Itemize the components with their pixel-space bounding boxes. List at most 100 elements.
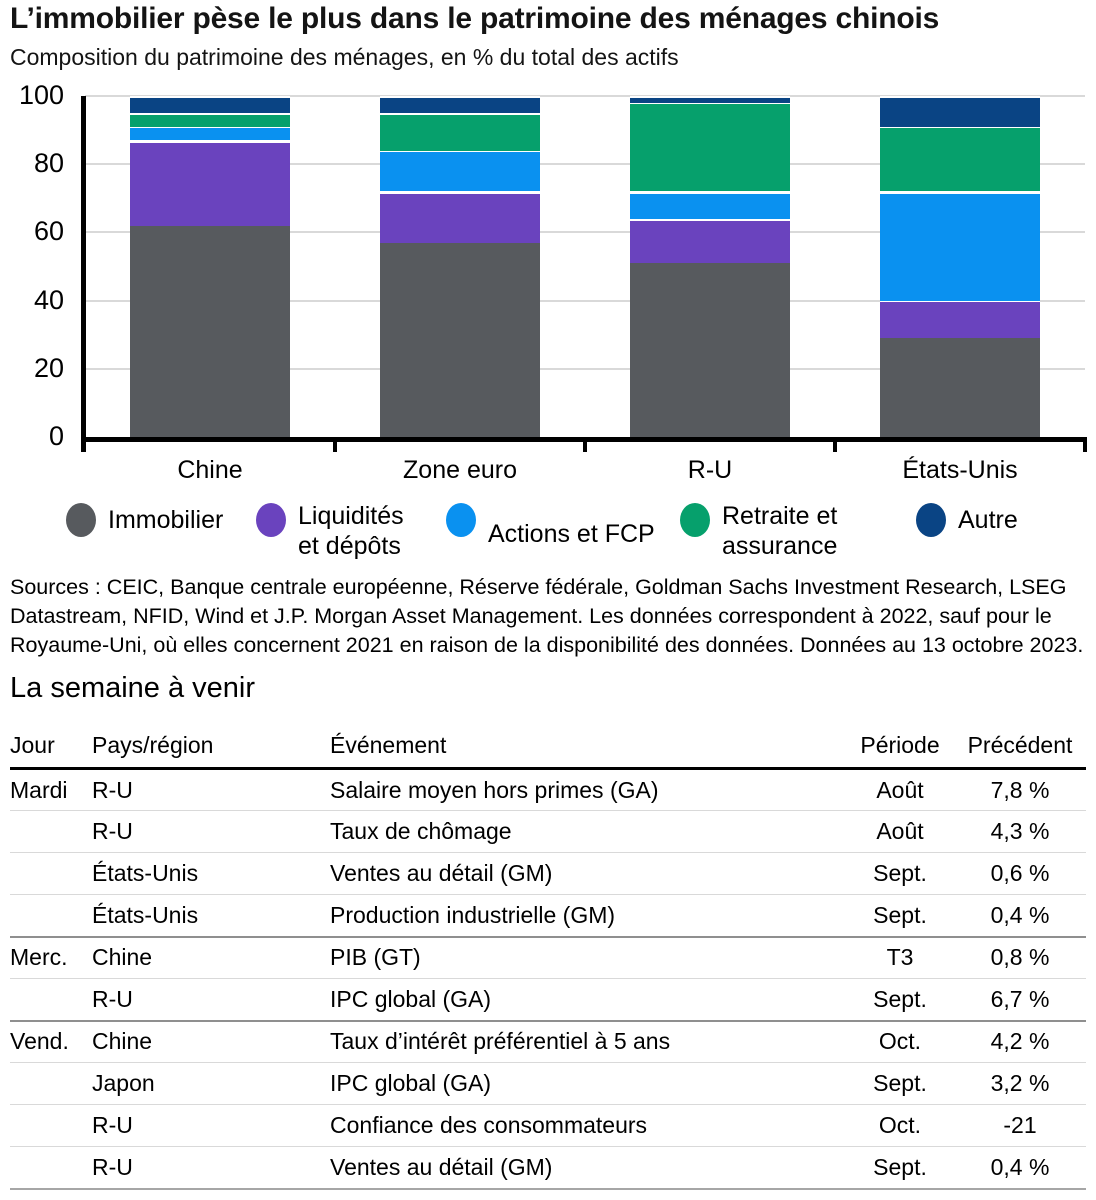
calendar-cell-periode: Sept. <box>846 1062 954 1105</box>
bar-segment-Chine-Retraite et assurance <box>130 113 290 127</box>
page-title: L’immobilier pèse le plus dans le patrim… <box>10 2 940 35</box>
calendar-table: Jour Pays/région Événement Période Précédent… <box>10 728 1086 1190</box>
calendar-cell-pays: R-U <box>92 978 330 1021</box>
calendar-cell-evenement: Taux d’intérêt préférentiel à 5 ans <box>330 1019 846 1063</box>
calendar-row: Japon IPC global (GA) Sept. 3,2 % <box>10 1062 1086 1105</box>
calendar-cell-pays: R-U <box>92 810 330 853</box>
gridline <box>85 231 1085 234</box>
calendar-cell-evenement: Ventes au détail (GM) <box>330 852 846 895</box>
bar-segment-États-Unis-Retraite et assurance <box>880 126 1040 191</box>
calendar-cell-precedent: 7,8 % <box>990 776 1050 803</box>
legend-swatch-icon <box>680 503 710 537</box>
bar-segment-Zone euro-Actions et FCP <box>380 150 540 191</box>
calendar-cell-precedent: 4,3 % <box>954 810 1086 853</box>
calendar-cell-evenement: Salaire moyen hors primes (GA) <box>330 776 659 803</box>
calendar-cell-evenement: Confiance des consommateurs <box>330 1104 846 1147</box>
calendar-cell-periode: Oct. <box>846 1104 954 1147</box>
legend-item-4: Retraite et assurance <box>680 502 858 561</box>
legend-swatch-icon <box>446 503 476 537</box>
calendar-cell-pays: R-U <box>92 1146 330 1190</box>
x-axis-tick <box>833 437 837 452</box>
bar-segment-États-Unis-Liquidités et dépôts <box>880 300 1040 338</box>
legend-label: Autre <box>958 506 1018 534</box>
calendar-cell-jour: Mardi <box>10 776 68 803</box>
calendar-cell-periode: Oct. <box>846 1019 954 1063</box>
calendar-row: Vend. Chine Taux d’intérêt préférentiel à … <box>10 1019 1086 1063</box>
calendar-cell-precedent: 6,7 % <box>954 978 1086 1021</box>
calendar-cell-periode: Août <box>846 810 954 853</box>
bar-segment-Zone euro-Immobilier <box>380 243 540 437</box>
bar-segment-Chine-Actions et FCP <box>130 126 290 140</box>
calendar-col-header: Pays/région <box>92 728 330 770</box>
calendar-cell-evenement: Production industrielle (GM) <box>330 894 846 937</box>
calendar-col-header: Événement <box>330 728 846 770</box>
calendar-cell-jour <box>10 1146 92 1190</box>
bar-segment-R-U-Immobilier <box>630 263 790 437</box>
legend-item-1: Immobilier <box>66 502 223 537</box>
calendar-cell-precedent: 4,2 % <box>954 1019 1086 1063</box>
chart-subtitle: Composition du patrimoine des ménages, e… <box>10 44 679 70</box>
x-axis-tick <box>583 437 587 452</box>
gridline <box>85 163 1085 166</box>
calendar-cell-periode: Sept. <box>846 894 954 937</box>
calendar-cell-jour <box>10 978 92 1021</box>
calendar-cell-periode: T3 <box>846 935 954 979</box>
legend-item-5: Autre <box>916 502 1018 537</box>
calendar-cell-pays: R-U <box>92 776 133 803</box>
calendar-cell-jour <box>10 894 92 937</box>
bar-segment-Chine-Immobilier <box>130 226 290 437</box>
bar-segment-R-U-Actions et FCP <box>630 192 790 219</box>
x-category-label: États-Unis <box>902 456 1018 484</box>
legend-item-3: Actions et FCP <box>446 502 655 550</box>
x-axis-tick <box>333 437 337 452</box>
calendar-col-header: Précédent <box>954 728 1086 770</box>
calendar-cell-evenement: Taux de chômage <box>330 810 846 853</box>
gridline <box>85 367 1085 370</box>
bar-segment-R-U-Liquidités et dépôts <box>630 219 790 263</box>
calendar-cell-periode: Sept. <box>846 852 954 895</box>
calendar-cell-pays: Chine <box>92 1019 330 1063</box>
calendar-row: R-U Ventes au détail (GM) Sept. 0,4 % <box>10 1146 1086 1190</box>
y-tick-label: 40 <box>33 284 64 315</box>
calendar-cell-evenement: IPC global (GA) <box>330 978 846 1021</box>
calendar-row: États-Unis Production industrielle (GM) Se… <box>10 894 1086 937</box>
calendar-cell-jour <box>10 810 92 853</box>
calendar-cell-evenement: PIB (GT) <box>330 935 846 979</box>
calendar-cell-periode: Août <box>876 776 924 803</box>
legend-label: Immobilier <box>108 506 224 534</box>
legend-label: Retraite et assurance <box>722 502 838 560</box>
calendar-cell-periode: Sept. <box>846 978 954 1021</box>
legend-swatch-icon <box>256 503 286 537</box>
legend-label: Actions et FCP <box>488 520 655 548</box>
calendar-cell-pays: États-Unis <box>92 852 330 895</box>
y-tick-label: 0 <box>48 421 64 451</box>
x-axis-tick <box>1083 437 1087 452</box>
calendar-cell-jour: Vend. <box>10 1019 92 1063</box>
bar-segment-Zone euro-Autre <box>380 96 540 113</box>
calendar-cell-precedent: 0,4 % <box>954 894 1086 937</box>
bar-segment-R-U-Autre <box>630 96 790 103</box>
calendar-col-header: Période <box>846 728 954 770</box>
bar-segment-Chine-Autre <box>130 96 290 113</box>
calendar-cell-precedent: 0,8 % <box>954 935 1086 979</box>
x-category-label: R-U <box>687 456 733 484</box>
stacked-bar-chart: 0 20 40 60 80 100 Chine Zone euro R-U États-Unis <box>0 0 1096 575</box>
legend-swatch-icon <box>916 503 946 537</box>
y-tick-label: 60 <box>33 216 64 247</box>
y-tick-label: 100 <box>18 80 64 110</box>
bar-segment-Zone euro-Liquidités et dépôts <box>380 192 540 243</box>
legend-item-2: Liquidités et dépôts <box>256 502 420 561</box>
bar-segment-États-Unis-Immobilier <box>880 338 1040 437</box>
calendar-cell-jour <box>10 852 92 895</box>
y-tick-label: 80 <box>33 148 64 179</box>
calendar-cell-precedent: 3,2 % <box>954 1062 1086 1105</box>
x-category-label: Chine <box>177 456 243 484</box>
calendar-cell-jour: Merc. <box>10 935 92 979</box>
section-title: La semaine à venir <box>10 672 256 704</box>
calendar-row: Merc. Chine PIB (GT) T3 0,8 % <box>10 935 1086 979</box>
calendar-cell-jour <box>10 1104 92 1147</box>
gridline <box>85 95 1085 97</box>
calendar-cell-precedent: 0,6 % <box>954 852 1086 895</box>
calendar-cell-evenement: IPC global (GA) <box>330 1062 846 1105</box>
calendar-row: États-Unis Ventes au détail (GM) Sept. 0,6 … <box>10 852 1086 895</box>
